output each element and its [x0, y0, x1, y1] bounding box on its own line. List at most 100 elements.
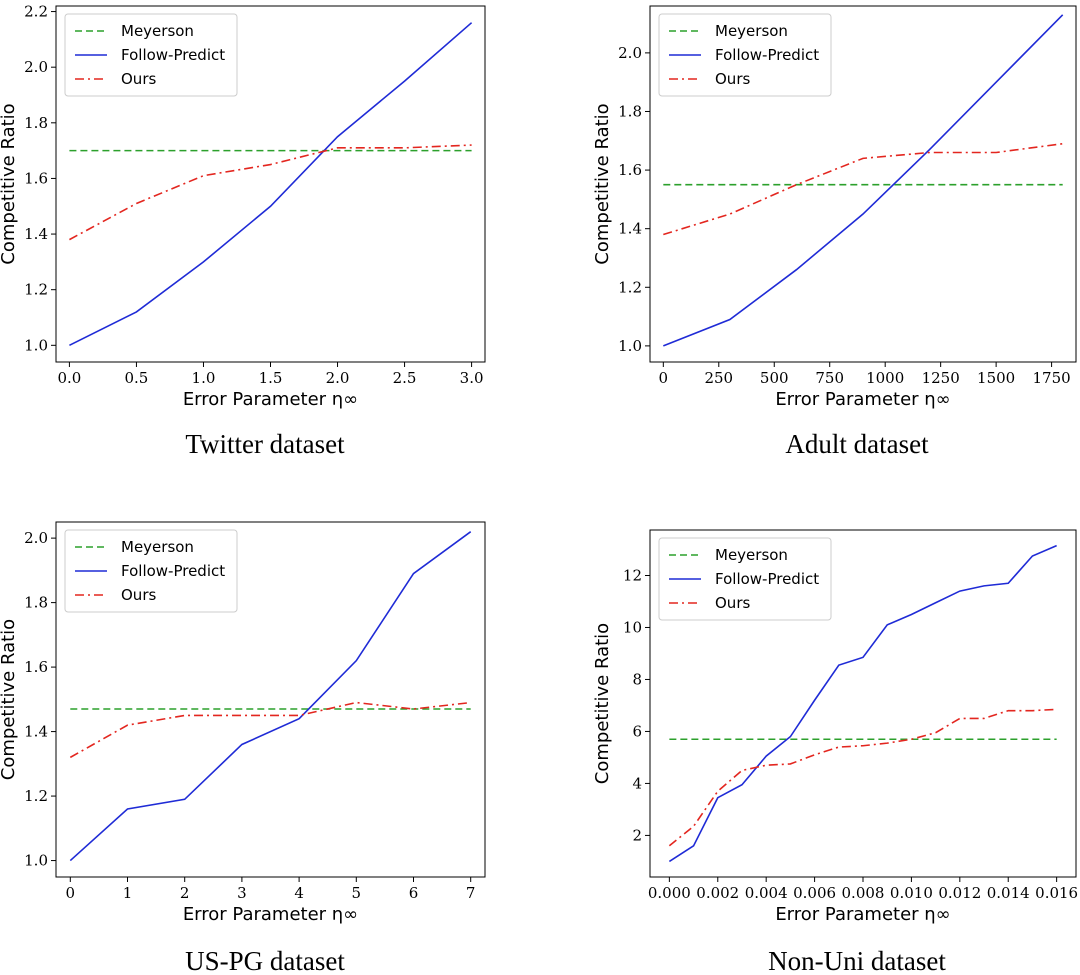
- legend-label-ours: Ours: [121, 70, 156, 88]
- legend-label-follow-predict: Follow-Predict: [715, 46, 819, 64]
- legend-label-ours: Ours: [121, 586, 156, 604]
- x-tick-label: 1750: [1033, 369, 1071, 387]
- x-tick-label: 2.5: [393, 369, 417, 387]
- y-tick-label: 6: [632, 722, 642, 740]
- legend-label-meyerson: Meyerson: [121, 22, 194, 40]
- x-tick-label: 3.0: [460, 369, 484, 387]
- x-axis-label: Error Parameter η∞: [183, 904, 358, 925]
- x-tick-label: 0.012: [938, 884, 981, 902]
- x-tick-label: 3: [237, 884, 247, 902]
- x-tick-label: 5: [352, 884, 362, 902]
- series-line-ours: [69, 144, 472, 241]
- series-line-follow-predict: [69, 22, 473, 347]
- legend-label-follow-predict: Follow-Predict: [715, 570, 819, 588]
- x-tick-label: 0.002: [696, 884, 739, 902]
- x-tick-label: 0.5: [125, 369, 149, 387]
- x-axis-label: Error Parameter η∞: [775, 389, 950, 410]
- y-tick-label: 1.0: [24, 852, 48, 870]
- series-line-follow-predict: [663, 14, 1064, 347]
- x-tick-label: 0.014: [987, 884, 1030, 902]
- plot-frame: [55, 521, 486, 878]
- y-tick-label: 1.6: [24, 169, 48, 187]
- series-line-follow-predict: [69, 531, 472, 862]
- y-tick-label: 1.8: [618, 102, 642, 120]
- x-tick-label: 1500: [977, 369, 1015, 387]
- y-tick-label: 2.0: [618, 44, 642, 62]
- y-tick-label: 1.8: [24, 594, 48, 612]
- x-tick-label: 0: [66, 884, 76, 902]
- legend: Meyerson Follow-Predict Ours: [64, 13, 238, 97]
- legend-label-follow-predict: Follow-Predict: [121, 562, 225, 580]
- y-tick-label: 8: [632, 670, 642, 688]
- legend-label-meyerson: Meyerson: [715, 546, 788, 564]
- chart-1: 0.0 0.5 1.0 1.5 2.0 2.5 3.0 1.0 1.2 1.4 1.6 1.8 2.0 2…: [0, 3, 486, 459]
- legend: Meyerson Follow-Predict Ours: [64, 529, 238, 613]
- x-tick-label: 2: [180, 884, 190, 902]
- x-tick-label: 1: [123, 884, 133, 902]
- y-tick-label: 1.6: [618, 161, 642, 179]
- x-tick-label: 250: [704, 369, 733, 387]
- y-tick-label: 2.0: [24, 529, 48, 547]
- x-tick-label: 1000: [866, 369, 904, 387]
- series-line-follow-predict: [668, 544, 1057, 863]
- chart-4: 0.000 0.002 0.004 0.006 0.008 0.010 0.012 0.014…: [592, 529, 1078, 975]
- y-tick-label: 4: [632, 774, 642, 792]
- x-tick-label: 0.006: [793, 884, 836, 902]
- chart-3: 0 1 2 3 4 5 6 7 1.0 1.2 1.4 1.6 1.8 2.0 Error Paramete…: [0, 521, 486, 975]
- y-tick-label: 12: [623, 566, 642, 584]
- y-axis-label: Competitive Ratio: [0, 619, 19, 780]
- x-tick-label: 1.0: [192, 369, 216, 387]
- legend-box: [658, 13, 832, 97]
- x-tick-label: 0.000: [648, 884, 691, 902]
- y-tick-label: 1.4: [24, 225, 48, 243]
- x-tick-label: 750: [815, 369, 844, 387]
- x-tick-label: 1.5: [259, 369, 283, 387]
- y-tick-label: 2: [632, 826, 642, 844]
- series-line-ours: [69, 701, 471, 759]
- x-tick-label: 0: [659, 369, 669, 387]
- y-tick-label: 2.0: [24, 58, 48, 76]
- y-tick-label: 1.2: [618, 278, 642, 296]
- legend-box: [64, 13, 238, 97]
- x-tick-label: 0.008: [842, 884, 885, 902]
- legend-box: [658, 537, 832, 621]
- x-tick-label: 2.0: [326, 369, 350, 387]
- y-tick-label: 1.4: [24, 723, 48, 741]
- legend-label-meyerson: Meyerson: [121, 538, 194, 556]
- y-tick-label: 1.6: [24, 658, 48, 676]
- y-axis-label: Competitive Ratio: [592, 103, 613, 264]
- y-tick-label: 1.2: [24, 787, 48, 805]
- legend-label-ours: Ours: [715, 594, 750, 612]
- legend-label-ours: Ours: [715, 70, 750, 88]
- x-tick-label: 6: [409, 884, 419, 902]
- y-tick-label: 1.0: [24, 336, 48, 354]
- x-tick-label: 1250: [922, 369, 960, 387]
- y-tick-label: 2.2: [24, 3, 48, 21]
- series-line-ours: [663, 142, 1063, 236]
- y-tick-label: 10: [623, 618, 642, 636]
- legend: Meyerson Follow-Predict Ours: [658, 537, 832, 621]
- x-tick-label: 0.0: [57, 369, 81, 387]
- x-axis-label: Error Parameter η∞: [183, 389, 358, 410]
- legend-label-follow-predict: Follow-Predict: [121, 46, 225, 64]
- series-line-ours: [668, 708, 1057, 847]
- legend-box: [64, 529, 238, 613]
- x-tick-label: 0.016: [1035, 884, 1078, 902]
- y-tick-label: 1.2: [24, 281, 48, 299]
- x-tick-label: 500: [760, 369, 789, 387]
- chart-caption: Twitter dataset: [185, 429, 345, 459]
- x-tick-label: 0.010: [890, 884, 933, 902]
- y-axis-label: Competitive Ratio: [0, 103, 19, 264]
- x-tick-label: 4: [294, 884, 304, 902]
- y-tick-label: 1.8: [24, 114, 48, 132]
- legend: Meyerson Follow-Predict Ours: [658, 13, 832, 97]
- x-tick-label: 0.004: [745, 884, 788, 902]
- chart-caption: Adult dataset: [785, 429, 929, 459]
- y-tick-label: 1.4: [618, 220, 642, 238]
- legend-label-meyerson: Meyerson: [715, 22, 788, 40]
- chart-2: 0 250 500 750 1000 1250 1500 1750 1.0 1.2 1.4 1.6 1.…: [592, 5, 1077, 459]
- x-tick-label: 7: [466, 884, 476, 902]
- y-tick-label: 1.0: [618, 337, 642, 355]
- chart-caption: Non-Uni dataset: [768, 946, 946, 975]
